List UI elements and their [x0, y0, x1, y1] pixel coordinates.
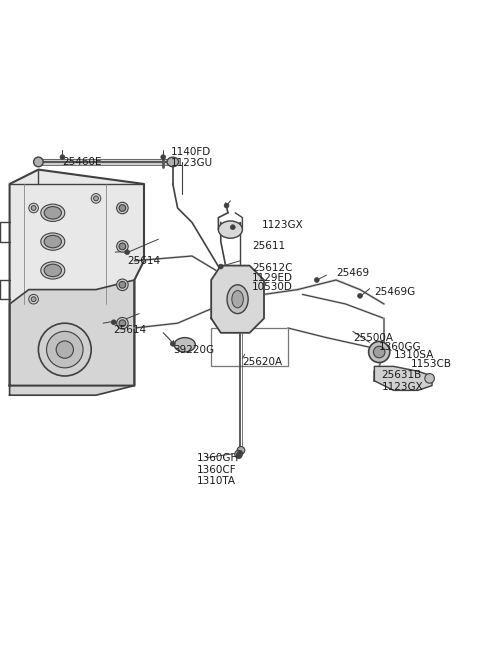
- Text: 39220G: 39220G: [173, 344, 214, 355]
- Circle shape: [31, 205, 36, 211]
- Circle shape: [119, 205, 126, 211]
- Ellipse shape: [41, 233, 65, 250]
- Circle shape: [91, 194, 101, 203]
- Ellipse shape: [218, 221, 242, 238]
- Circle shape: [125, 250, 130, 255]
- Text: 1140FD
1123GU: 1140FD 1123GU: [170, 147, 213, 169]
- Text: 1360GH
1360CF
1310TA: 1360GH 1360CF 1310TA: [197, 453, 239, 486]
- Circle shape: [117, 202, 128, 214]
- Ellipse shape: [44, 207, 61, 219]
- Circle shape: [235, 451, 242, 458]
- Text: 1310SA: 1310SA: [394, 350, 434, 360]
- Text: 25611: 25611: [252, 241, 285, 251]
- Polygon shape: [211, 266, 264, 333]
- Circle shape: [237, 454, 241, 459]
- Circle shape: [119, 281, 126, 288]
- Text: 25469: 25469: [336, 268, 369, 277]
- Text: 10530D: 10530D: [252, 282, 293, 292]
- Text: 25614: 25614: [113, 325, 146, 335]
- Ellipse shape: [232, 291, 243, 308]
- Ellipse shape: [174, 338, 195, 352]
- Text: 1123GX: 1123GX: [262, 220, 303, 230]
- Circle shape: [111, 320, 116, 325]
- Text: 25500A: 25500A: [353, 333, 393, 342]
- Circle shape: [117, 318, 128, 329]
- Circle shape: [60, 155, 65, 159]
- Ellipse shape: [227, 285, 248, 314]
- Circle shape: [230, 225, 235, 230]
- Polygon shape: [374, 367, 432, 390]
- Circle shape: [314, 277, 319, 282]
- Circle shape: [238, 451, 242, 455]
- Circle shape: [369, 341, 390, 363]
- Circle shape: [218, 264, 223, 269]
- Text: 1360GG: 1360GG: [379, 342, 422, 352]
- Circle shape: [117, 279, 128, 291]
- Text: 25614: 25614: [127, 256, 160, 266]
- Circle shape: [119, 320, 126, 327]
- Ellipse shape: [167, 157, 179, 167]
- Text: 1153CB: 1153CB: [410, 359, 451, 369]
- Circle shape: [47, 331, 83, 368]
- Text: 25620A: 25620A: [242, 357, 283, 367]
- Circle shape: [31, 297, 36, 302]
- Circle shape: [38, 323, 91, 376]
- Ellipse shape: [44, 264, 61, 277]
- Circle shape: [237, 447, 245, 454]
- Circle shape: [119, 243, 126, 250]
- Polygon shape: [10, 280, 134, 395]
- Circle shape: [224, 203, 229, 208]
- Circle shape: [29, 295, 38, 304]
- Circle shape: [161, 155, 166, 159]
- Polygon shape: [10, 170, 144, 386]
- Bar: [211, 328, 288, 367]
- Circle shape: [94, 196, 98, 201]
- Circle shape: [117, 241, 128, 252]
- Circle shape: [56, 341, 73, 358]
- Ellipse shape: [41, 262, 65, 279]
- Ellipse shape: [34, 157, 43, 167]
- Circle shape: [425, 374, 434, 383]
- Text: 1129ED: 1129ED: [252, 273, 293, 283]
- Ellipse shape: [44, 236, 61, 248]
- Ellipse shape: [41, 204, 65, 222]
- Text: 25469G: 25469G: [374, 287, 416, 297]
- Text: 25460E: 25460E: [62, 157, 102, 167]
- Text: 25631B
1123GX: 25631B 1123GX: [382, 370, 423, 392]
- Text: 25612C: 25612C: [252, 263, 292, 273]
- Circle shape: [29, 203, 38, 213]
- Circle shape: [373, 346, 385, 358]
- Circle shape: [170, 341, 175, 346]
- Circle shape: [358, 293, 362, 298]
